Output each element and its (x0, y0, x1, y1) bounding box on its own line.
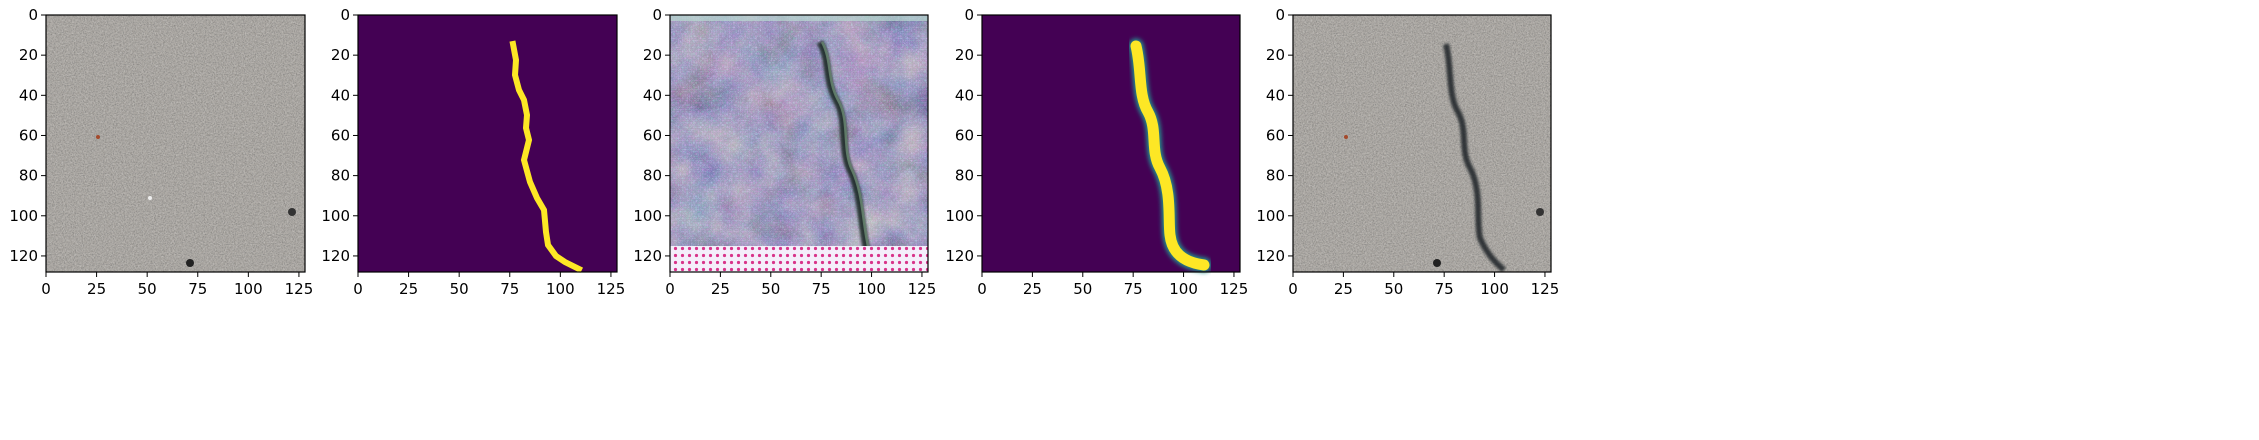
x-tick-label: 25 (399, 280, 418, 298)
x-axis-ticks: 0 25 50 75 100 125 (353, 272, 625, 298)
x-tick-label: 100 (546, 280, 575, 298)
x-tick-label: 0 (353, 280, 363, 298)
x-tick-label: 75 (812, 280, 831, 298)
x-tick-label: 125 (597, 280, 626, 298)
y-tick-label: 20 (1266, 46, 1285, 64)
x-tick-label: 100 (1480, 280, 1509, 298)
x-tick-label: 75 (188, 280, 207, 298)
y-tick-label: 80 (331, 167, 350, 185)
x-axis-ticks: 0 25 50 75 100 125 (977, 272, 1248, 298)
y-axis-ticks: 0 20 40 60 80 100 120 (633, 6, 670, 265)
y-tick-label: 20 (643, 46, 662, 64)
y-tick-label: 60 (1266, 126, 1285, 144)
mask-background (982, 15, 1240, 272)
x-axis-ticks: 0 25 50 75 100 125 (1288, 272, 1559, 298)
y-tick-label: 120 (1256, 247, 1285, 265)
x-tick-label: 100 (234, 280, 263, 298)
x-tick-label: 100 (1169, 280, 1198, 298)
x-tick-label: 75 (1435, 280, 1454, 298)
axes-frame (669, 14, 929, 273)
y-tick-label: 100 (633, 207, 662, 225)
y-tick-label: 20 (331, 46, 350, 64)
y-tick-label: 40 (1266, 86, 1285, 104)
x-tick-label: 25 (711, 280, 730, 298)
x-tick-label: 50 (1384, 280, 1403, 298)
x-tick-label: 50 (761, 280, 780, 298)
x-tick-label: 50 (1073, 280, 1092, 298)
y-tick-label: 40 (19, 86, 38, 104)
y-tick-label: 80 (19, 167, 38, 185)
x-tick-label: 75 (500, 280, 519, 298)
axes-frame (45, 14, 306, 273)
y-tick-label: 60 (19, 126, 38, 144)
y-tick-label: 40 (643, 86, 662, 104)
panel-5: 0 25 50 75 100 125 0 20 40 60 80 100 120 (1256, 6, 1559, 298)
x-tick-label: 25 (1334, 280, 1353, 298)
y-axis-ticks: 0 20 40 60 80 100 120 (321, 6, 358, 265)
x-tick-label: 125 (908, 280, 937, 298)
y-tick-label: 60 (331, 126, 350, 144)
y-tick-label: 0 (1275, 6, 1285, 24)
axes-frame (981, 14, 1241, 273)
x-tick-label: 50 (450, 280, 469, 298)
y-tick-label: 0 (964, 6, 974, 24)
y-tick-label: 20 (955, 46, 974, 64)
x-tick-label: 0 (41, 280, 51, 298)
x-axis-ticks: 0 25 50 75 100 125 (41, 272, 313, 298)
x-axis-ticks: 0 25 50 75 100 125 (665, 272, 936, 298)
x-tick-label: 0 (1288, 280, 1298, 298)
x-tick-label: 75 (1124, 280, 1143, 298)
x-tick-label: 0 (977, 280, 987, 298)
x-tick-label: 125 (1220, 280, 1249, 298)
concrete-texture-image (46, 15, 305, 272)
y-tick-label: 120 (9, 247, 38, 265)
crack-mask-binary (509, 40, 584, 274)
axes-frame (357, 14, 618, 273)
y-axis-ticks: 0 20 40 60 80 100 120 (9, 6, 46, 265)
panel-2: 0 25 50 75 100 125 0 20 40 60 80 100 120 (321, 6, 625, 298)
y-tick-label: 60 (643, 126, 662, 144)
x-tick-label: 125 (285, 280, 314, 298)
x-tick-label: 25 (87, 280, 106, 298)
y-tick-label: 60 (955, 126, 974, 144)
generated-crack-image (670, 15, 928, 272)
crack-mask-smooth (1130, 40, 1210, 271)
y-axis-ticks: 0 20 40 60 80 100 120 (1256, 6, 1293, 265)
panel-4: 0 25 50 75 100 125 0 20 40 60 80 100 120 (945, 6, 1248, 298)
panel-1: 0 25 50 75 100 125 0 20 40 60 80 100 120 (9, 6, 313, 298)
y-tick-label: 0 (28, 6, 38, 24)
y-tick-label: 0 (340, 6, 350, 24)
x-tick-label: 100 (857, 280, 886, 298)
y-tick-label: 80 (955, 167, 974, 185)
x-tick-label: 125 (1531, 280, 1560, 298)
y-tick-label: 80 (643, 167, 662, 185)
y-tick-label: 100 (945, 207, 974, 225)
y-tick-label: 40 (331, 86, 350, 104)
y-tick-label: 120 (633, 247, 662, 265)
y-tick-label: 120 (321, 247, 350, 265)
y-tick-label: 20 (19, 46, 38, 64)
x-tick-label: 25 (1023, 280, 1042, 298)
y-tick-label: 120 (945, 247, 974, 265)
panel-3: 0 25 50 75 100 125 0 20 40 60 80 100 120 (633, 6, 936, 298)
x-tick-label: 0 (665, 280, 675, 298)
concrete-crack-image (1293, 15, 1551, 272)
y-tick-label: 100 (9, 207, 38, 225)
mask-background (358, 15, 617, 272)
y-tick-label: 0 (652, 6, 662, 24)
y-axis-ticks: 0 20 40 60 80 100 120 (945, 6, 982, 265)
x-tick-label: 50 (138, 280, 157, 298)
y-tick-label: 100 (321, 207, 350, 225)
y-tick-label: 100 (1256, 207, 1285, 225)
axes-frame (1292, 14, 1552, 273)
y-tick-label: 80 (1266, 167, 1285, 185)
y-tick-label: 40 (955, 86, 974, 104)
